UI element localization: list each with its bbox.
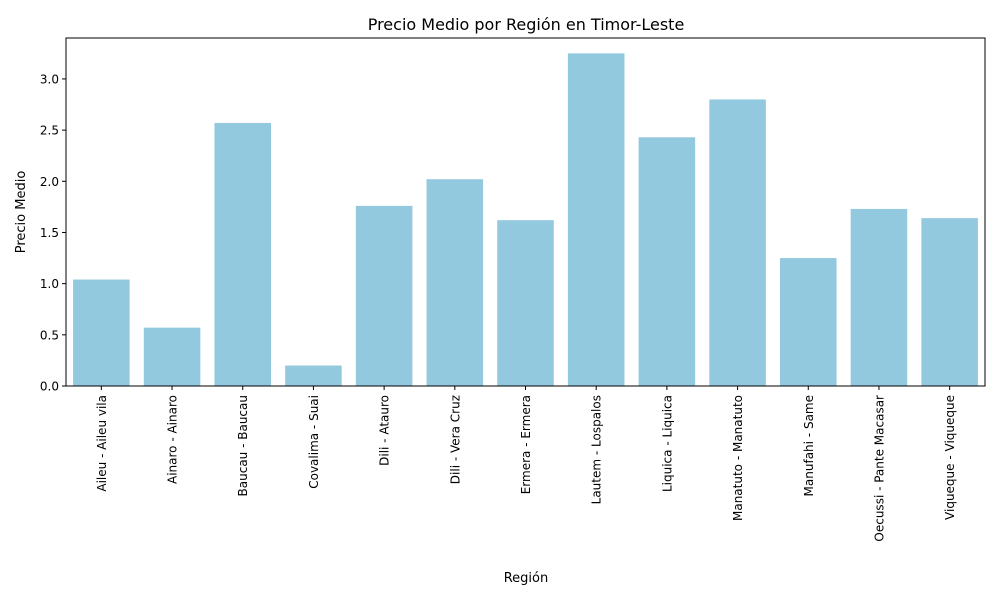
bar: [567, 53, 625, 387]
x-tick-label: Dili - Atauro: [378, 395, 392, 466]
x-tick-label: Lautem - Lospalos: [590, 395, 604, 504]
y-axis: 0.0 0.5 1.0 1.5 2.0 2.5 3.0: [40, 72, 66, 394]
x-tick-label: Liquica - Liquica: [660, 395, 674, 492]
x-tick-label: Ermera - Ermera: [519, 395, 533, 494]
bar: [426, 179, 484, 386]
bars-group: [73, 53, 978, 387]
x-tick-label: Dili - Vera Cruz: [448, 395, 462, 484]
bar: [73, 279, 130, 386]
y-tick-label: 2.5: [40, 124, 59, 138]
y-tick-label: 0.0: [40, 380, 59, 394]
y-tick-label: 1.0: [40, 277, 59, 291]
bar: [355, 205, 413, 386]
y-tick-label: 3.0: [40, 72, 59, 86]
bar: [638, 137, 696, 386]
x-tick-label: Viqueque - Viqueque: [943, 395, 957, 520]
x-tick-label: Aileu - Aileu vila: [95, 395, 109, 492]
y-tick-label: 2.0: [40, 175, 59, 189]
x-axis: Aileu - Aileu vila Ainaro - Ainaro Baucau …: [95, 386, 957, 542]
bar: [709, 99, 766, 386]
x-tick-label: Oecussi - Pante Macasar: [872, 395, 886, 542]
x-tick-label: Manufahi - Same: [802, 395, 816, 496]
chart-title: Precio Medio por Región en Timor-Leste: [368, 15, 685, 34]
x-axis-label: Región: [504, 571, 549, 586]
bar: [214, 122, 272, 386]
bar: [850, 208, 908, 386]
bar: [285, 365, 342, 386]
x-tick-label: Baucau - Baucau: [236, 395, 250, 496]
bar: [921, 218, 978, 386]
bar: [779, 258, 837, 386]
x-tick-label: Manatuto - Manatuto: [731, 395, 745, 521]
bar: [143, 327, 201, 386]
y-axis-label: Precio Medio: [14, 171, 29, 254]
plot-frame: [65, 37, 986, 387]
x-tick-label: Covalima - Suai: [307, 395, 321, 489]
bar: [497, 220, 554, 386]
y-tick-label: 0.5: [40, 328, 59, 342]
y-tick-label: 1.5: [40, 226, 59, 240]
x-tick-label: Ainaro - Ainaro: [166, 395, 180, 484]
